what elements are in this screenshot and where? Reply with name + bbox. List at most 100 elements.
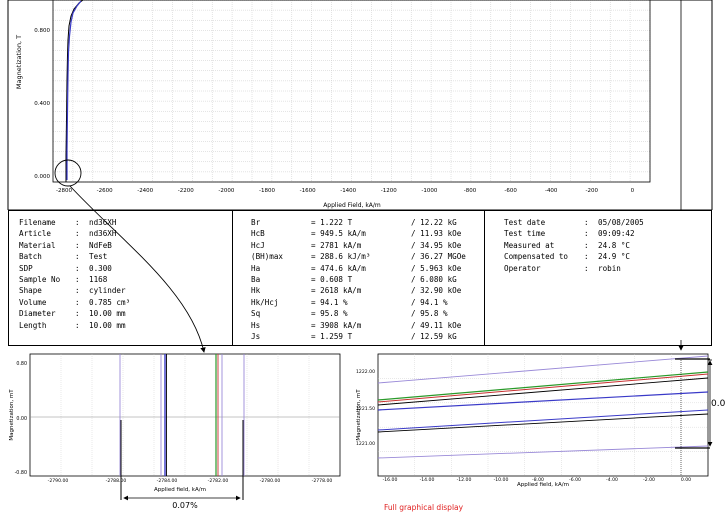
result-cgs: / 36.27 MGOe — [411, 252, 466, 262]
result-label: Js — [251, 332, 261, 342]
info-value: nd36XH — [89, 218, 117, 227]
info-row: Compensated to:24.9 °C — [504, 251, 644, 262]
caption: Full graphical display — [384, 503, 464, 512]
result-cgs: / 5.963 kOe — [411, 263, 462, 273]
info-label: Test time — [504, 229, 546, 239]
result-si: = 1.222 T — [311, 218, 353, 227]
info-sep: : — [75, 229, 80, 239]
zoom-right-grid — [378, 354, 708, 476]
main-x-tick: -1600 — [300, 188, 316, 194]
zl-x-tick: -2784.00 — [157, 478, 178, 484]
result-cgs: / 12.22 kG — [411, 218, 457, 227]
info-row: Sq = 95.8 % / 95.8 % — [251, 308, 466, 319]
main-y-tick: 0.400 — [34, 101, 50, 107]
info-value: 24.9 °C — [598, 252, 631, 262]
main-chart: 0.800 0.400 0.000 -2800 -2600 -2400 -2200 -200… — [7, 0, 713, 210]
info-label: Volume — [19, 297, 47, 307]
main-plot-area — [52, 0, 651, 183]
info-row: Hs = 3908 kA/m / 49.11 kOe — [251, 320, 466, 331]
result-cgs: / 12.59 kG — [411, 332, 457, 342]
info-sep: : — [75, 286, 80, 296]
curve-blue — [66, 0, 82, 180]
zr-curve-black-1 — [377, 377, 709, 406]
info-value: 0.300 — [89, 263, 112, 273]
zr-x-tick: -2.00 — [643, 477, 655, 483]
info-sep: : — [584, 229, 589, 239]
info-label: Sample No — [19, 275, 61, 285]
info-row: Hk/Hcj = 94.1 % / 94.1 % — [251, 297, 466, 308]
info-row: SDP:0.300 — [19, 263, 130, 274]
info-label: Compensated to — [504, 252, 569, 262]
result-si: = 1.259 T — [311, 332, 353, 342]
main-x-ticks: -2800 -2600 -2400 -2200 -2000 -1800 -1600 -1400… — [56, 188, 635, 194]
info-value: 1168 — [89, 275, 108, 285]
zl-y-tick: 0.00 — [16, 416, 27, 422]
result-label: Hk — [251, 286, 261, 296]
magnetic-results: Br = 1.222 T / 12.22 kG HcB = 949.5 kA/m / 11… — [251, 217, 466, 342]
zr-x-tick: -10.00 — [494, 477, 509, 483]
main-x-tick: -1200 — [381, 188, 397, 194]
result-si: = 2618 kA/m — [311, 286, 362, 296]
result-si: = 3908 kA/m — [311, 320, 362, 330]
zr-x-tick: -8.00 — [532, 477, 544, 483]
info-value: 05/08/2005 — [598, 218, 644, 227]
result-label: Sq — [251, 309, 261, 319]
result-si: = 474.6 kA/m — [311, 263, 366, 273]
zr-x-tick: -16.00 — [383, 477, 398, 483]
main-y-tick: 0.800 — [34, 28, 50, 34]
info-row: Material: NdFeB — [19, 240, 130, 251]
info-value: nd36XH — [89, 229, 117, 239]
main-x-tick: -800 — [464, 188, 477, 194]
zoom-right-plot-area — [377, 353, 709, 477]
info-sep: : — [75, 275, 80, 285]
zl-y-tick: 0.80 — [16, 361, 27, 367]
info-label: Material — [19, 240, 56, 250]
zl-x-tick: -2788.00 — [106, 478, 127, 484]
info-value: NdFeB — [89, 240, 112, 250]
info-row: Measured at:24.8 °C — [504, 240, 644, 251]
info-row: Js = 1.259 T / 12.59 kG — [251, 331, 466, 342]
zr-y-tick: 1222.00 — [356, 369, 375, 375]
zoom-left-grid — [30, 354, 340, 476]
info-row: Br = 1.222 T / 12.22 kG — [251, 217, 466, 228]
info-value: 0.785 cm³ — [89, 297, 131, 307]
results-panel: Filename: nd36XH Article: nd36XH Material: Nd… — [8, 210, 712, 346]
info-row: Batch: Test — [19, 251, 130, 262]
panel-divider-1 — [232, 211, 233, 346]
result-si: = 95.8 % — [311, 309, 348, 319]
info-row: Diameter:10.00 mm — [19, 308, 130, 319]
zr-curve-black-2 — [377, 413, 709, 433]
info-row: Operator: robin — [504, 263, 644, 274]
main-x-tick: -2400 — [137, 188, 153, 194]
zoom-left-x-label: Applied field, kA/m — [154, 487, 206, 493]
zr-x-tick: 0.00 — [681, 477, 691, 483]
zr-curve-blue-2 — [377, 409, 709, 431]
info-sep: : — [75, 309, 80, 319]
info-value: 10.00 mm — [89, 309, 126, 319]
result-label: Br — [251, 218, 261, 227]
info-value: cylinder — [89, 286, 126, 296]
panel-divider-2 — [484, 211, 485, 346]
zr-y-tick: 1221.50 — [356, 406, 375, 412]
zr-curve-purple-2 — [377, 445, 709, 459]
result-si: = 0.608 T — [311, 275, 353, 285]
info-value: 09:09:42 — [598, 229, 635, 239]
main-x-tick: -2800 — [56, 188, 72, 194]
main-y-ticks: 0.800 0.400 0.000 — [34, 28, 50, 180]
info-sep: : — [75, 218, 80, 227]
info-sep: : — [584, 218, 589, 227]
zr-curve-green — [377, 371, 709, 401]
info-value: 10.00 mm — [89, 320, 126, 330]
result-si: = 2781 kA/m — [311, 240, 362, 250]
zoom-left-y-label: Magnetization, mT — [9, 389, 15, 441]
info-label: Measured at — [504, 240, 555, 250]
main-x-tick: -200 — [586, 188, 599, 194]
main-x-tick: -1400 — [340, 188, 356, 194]
test-info: Test date:05/08/2005 Test time:09:09:42 Me… — [504, 217, 644, 274]
main-x-tick: -2000 — [218, 188, 234, 194]
result-cgs: / 32.90 kOe — [411, 286, 462, 296]
info-row: Ha = 474.6 kA/m / 5.963 kOe — [251, 263, 466, 274]
result-label: Hk/Hcj — [251, 297, 279, 307]
zr-x-tick: -12.00 — [457, 477, 472, 483]
zl-x-tick: -2782.00 — [208, 478, 229, 484]
